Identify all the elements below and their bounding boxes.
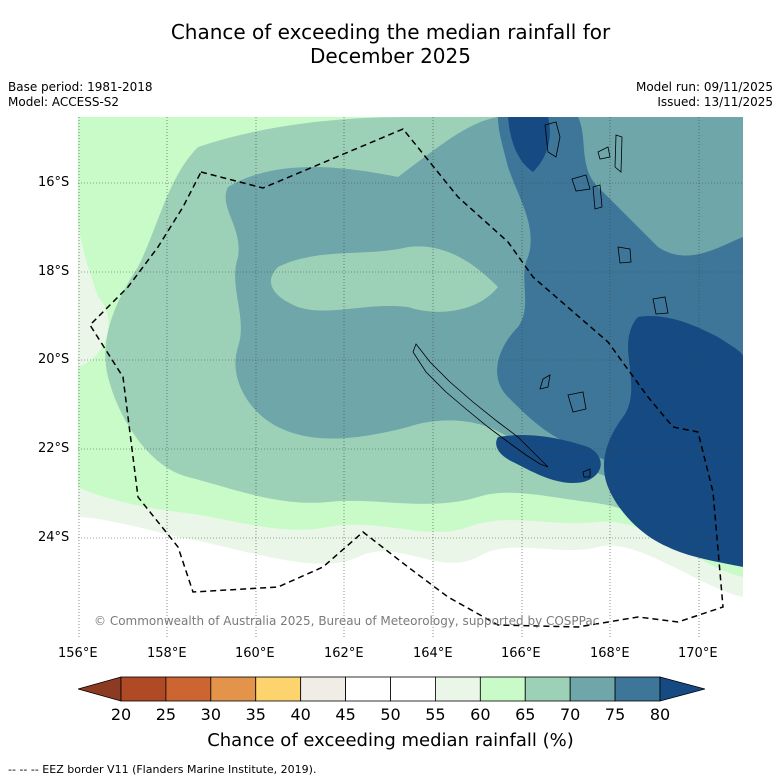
lon-label-164e: 164°E xyxy=(413,646,453,661)
title-line-2: December 2025 xyxy=(310,44,471,68)
isle-of-pines xyxy=(582,468,591,478)
colorbar-bin xyxy=(659,676,705,702)
map-canvas xyxy=(78,117,743,639)
colorbar-tick-label: 40 xyxy=(290,705,311,724)
colorbar-bin xyxy=(78,676,122,702)
issued-date: Issued: 13/11/2025 xyxy=(657,95,773,109)
lon-label-168e: 168°E xyxy=(590,646,630,661)
colorbar-tick-label: 55 xyxy=(425,705,446,724)
lon-label-158e: 158°E xyxy=(147,646,187,661)
contour-65-inner xyxy=(270,246,498,312)
colorbar-tick-label: 65 xyxy=(515,705,536,724)
colorbar-tick-label: 50 xyxy=(380,705,401,724)
colorbar-bin xyxy=(300,676,346,702)
colorbar-tick-label: 80 xyxy=(649,705,671,724)
model-name: Model: ACCESS-S2 xyxy=(8,95,120,109)
colorbar-tick-label: 75 xyxy=(604,705,626,724)
vanuatu-island-3 xyxy=(571,174,591,192)
new-caledonia-island xyxy=(412,343,549,468)
vanuatu-island-4 xyxy=(592,184,603,210)
colorbar-bin xyxy=(165,676,212,702)
rainfall-map[interactable]: © Commonwealth of Australia 2025, Bureau… xyxy=(78,117,743,639)
eez-border xyxy=(89,128,724,628)
colorbar-tick-label: 20 xyxy=(110,705,132,724)
vanuatu-island-6 xyxy=(617,246,632,264)
contour-80 xyxy=(603,316,743,567)
colorbar-bin xyxy=(479,676,526,702)
colorbar-bin xyxy=(435,676,481,702)
colorbar-bin xyxy=(345,676,391,702)
vanuatu-island-5 xyxy=(614,134,623,173)
lat-label-18s: 18°S xyxy=(38,264,70,279)
loyalty-island-2 xyxy=(567,391,587,413)
meta-right: Model run: 09/11/2025 Issued: 13/11/2025 xyxy=(636,80,773,110)
colorbar-bins xyxy=(78,676,705,702)
colorbar-bin xyxy=(524,676,571,702)
colorbar-bin xyxy=(210,676,257,702)
contour-80-north xyxy=(508,117,550,172)
eez-legend: -- -- -- EEZ border V11 (Flanders Marine… xyxy=(8,763,317,776)
lat-label-20s: 20°S xyxy=(38,352,70,367)
gridlines xyxy=(78,117,743,639)
colorbar-bin xyxy=(390,676,436,702)
lon-label-170e: 170°E xyxy=(678,646,718,661)
colorbar-bin xyxy=(120,676,167,702)
lat-label-16s: 16°S xyxy=(38,175,70,190)
lon-label-160e: 160°E xyxy=(235,646,275,661)
lon-label-166e: 166°E xyxy=(501,646,541,661)
colorbar-bin xyxy=(614,676,661,702)
lon-label-156e: 156°E xyxy=(58,646,98,661)
colorbar-bin xyxy=(255,676,302,702)
model-run: Model run: 09/11/2025 xyxy=(635,80,773,94)
lat-label-22s: 22°S xyxy=(38,441,70,456)
colorbar-tick-label: 35 xyxy=(245,705,266,724)
colorbar-tick-label: 45 xyxy=(335,705,356,724)
colorbar-tick-label: 25 xyxy=(155,705,177,724)
loyalty-island-1 xyxy=(539,374,551,390)
colorbar-tick-label: 70 xyxy=(559,705,581,724)
meta-left: Base period: 1981-2018 Model: ACCESS-S2 xyxy=(8,80,153,110)
colorbar-tick-label: 60 xyxy=(470,705,491,724)
colorbar-bin xyxy=(569,676,616,702)
lon-label-162e: 162°E xyxy=(324,646,364,661)
vanuatu-island-1 xyxy=(544,121,561,158)
copyright-notice: © Commonwealth of Australia 2025, Bureau… xyxy=(94,614,600,628)
title-line-1: Chance of exceeding the median rainfall … xyxy=(170,20,611,44)
colorbar-tick-label: 30 xyxy=(200,705,221,724)
base-period: Base period: 1981-2018 xyxy=(8,80,153,94)
map-title: Chance of exceeding the median rainfall … xyxy=(0,20,781,68)
colorbar-title: Chance of exceeding median rainfall (%) xyxy=(207,730,574,751)
lat-label-24s: 24°S xyxy=(38,530,70,545)
vanuatu-island-2 xyxy=(597,146,611,160)
vanuatu-island-7 xyxy=(652,296,669,315)
colorbar xyxy=(78,676,705,702)
